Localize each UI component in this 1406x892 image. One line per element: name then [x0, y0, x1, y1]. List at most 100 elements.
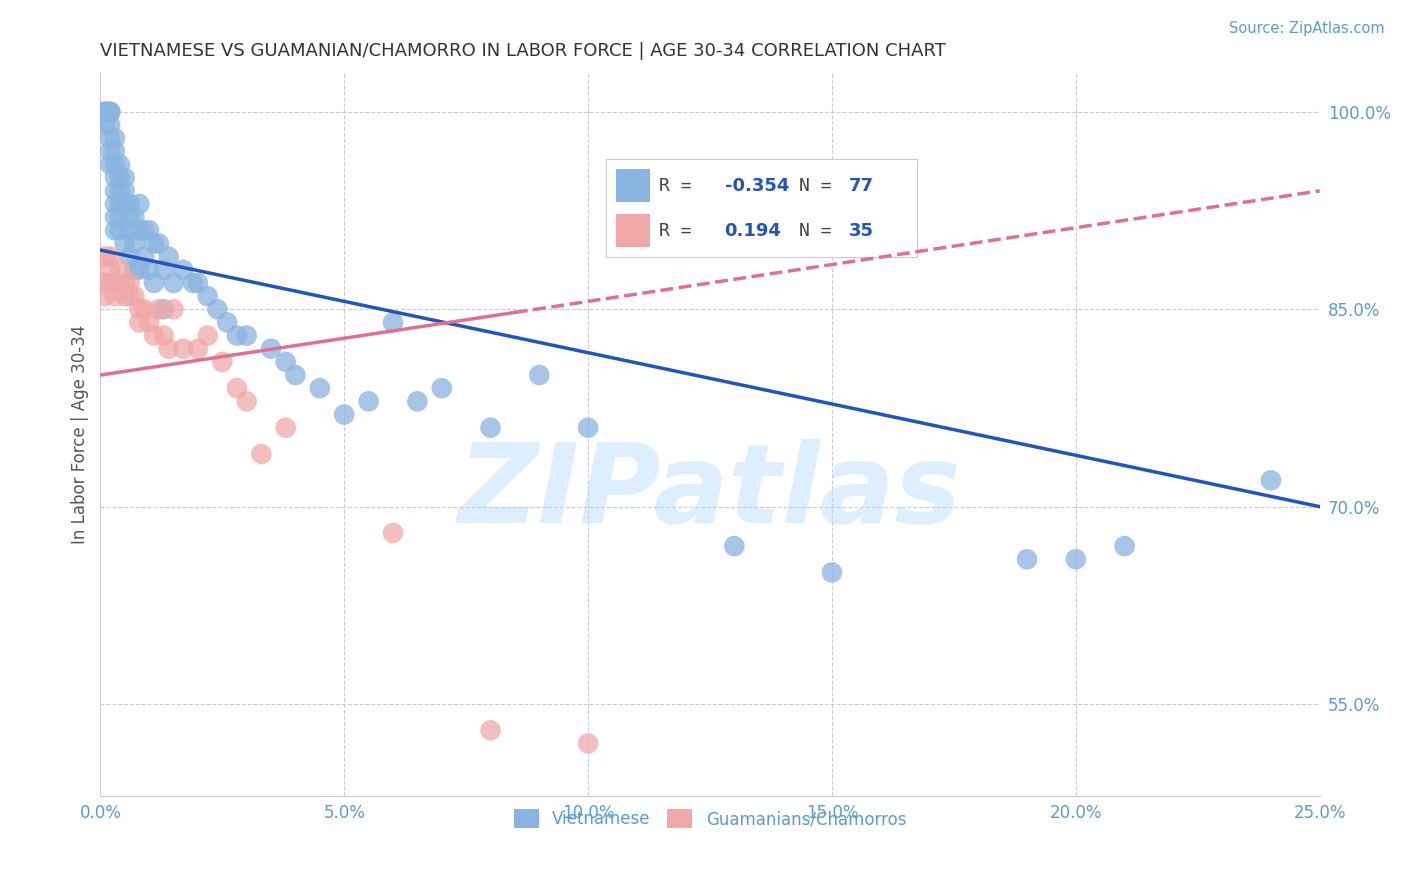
Point: [104, 131, 127, 145]
Point: [104, 145, 127, 159]
Point: [138, 315, 160, 329]
Point: [274, 420, 297, 434]
Point: [98, 276, 121, 290]
Point: [172, 342, 194, 356]
Point: [114, 289, 136, 303]
Point: [134, 223, 156, 237]
Point: [143, 276, 166, 290]
Point: [284, 368, 307, 382]
Point: [124, 289, 146, 303]
Point: [576, 736, 599, 750]
Point: [104, 157, 127, 171]
Point: [98, 145, 121, 159]
Point: [114, 184, 136, 198]
Point: [98, 157, 121, 171]
Point: [821, 566, 844, 580]
Point: [94, 104, 117, 119]
Point: [114, 197, 136, 211]
Point: [108, 223, 131, 237]
Point: [138, 262, 160, 277]
Text: VIETNAMESE VS GUAMANIAN/CHAMORRO IN LABOR FORCE | AGE 30-34 CORRELATION CHART: VIETNAMESE VS GUAMANIAN/CHAMORRO IN LABO…: [100, 42, 946, 60]
Point: [382, 315, 405, 329]
Point: [226, 328, 249, 343]
Point: [226, 381, 249, 395]
Point: [250, 447, 273, 461]
Point: [128, 262, 150, 277]
Point: [333, 408, 356, 422]
Point: [104, 223, 127, 237]
Point: [94, 276, 117, 290]
Point: [157, 342, 180, 356]
Point: [134, 302, 156, 317]
Point: [104, 184, 127, 198]
Point: [211, 355, 233, 369]
Point: [94, 104, 117, 119]
Point: [114, 276, 136, 290]
Point: [108, 262, 131, 277]
Point: [148, 236, 170, 251]
Y-axis label: In Labor Force | Age 30-34: In Labor Force | Age 30-34: [72, 325, 89, 544]
Point: [94, 118, 117, 132]
Point: [152, 328, 174, 343]
Point: [260, 342, 283, 356]
Point: [128, 315, 150, 329]
Point: [114, 236, 136, 251]
Point: [104, 210, 127, 224]
Point: [148, 302, 170, 317]
Point: [217, 315, 239, 329]
Point: [479, 723, 502, 738]
Point: [187, 276, 209, 290]
Point: [181, 276, 204, 290]
Point: [118, 223, 141, 237]
Point: [124, 236, 146, 251]
Point: [138, 223, 160, 237]
Point: [157, 250, 180, 264]
Point: [108, 210, 131, 224]
Point: [118, 250, 141, 264]
Point: [197, 289, 219, 303]
Point: [118, 289, 141, 303]
Point: [143, 328, 166, 343]
Point: [124, 210, 146, 224]
Point: [576, 420, 599, 434]
Point: [94, 104, 117, 119]
Point: [1260, 473, 1282, 487]
Point: [114, 170, 136, 185]
Point: [235, 328, 257, 343]
Point: [104, 197, 127, 211]
Point: [108, 197, 131, 211]
Point: [104, 289, 127, 303]
Point: [98, 104, 121, 119]
Point: [108, 170, 131, 185]
Point: [128, 223, 150, 237]
Point: [172, 262, 194, 277]
Point: [98, 104, 121, 119]
Point: [128, 302, 150, 317]
Point: [723, 539, 745, 553]
Point: [94, 104, 117, 119]
Point: [134, 250, 156, 264]
Point: [108, 157, 131, 171]
Point: [357, 394, 380, 409]
Text: Source: ZipAtlas.com: Source: ZipAtlas.com: [1229, 21, 1385, 36]
Point: [118, 210, 141, 224]
Point: [1015, 552, 1038, 566]
Point: [152, 302, 174, 317]
Point: [94, 250, 117, 264]
Point: [308, 381, 330, 395]
Point: [162, 276, 184, 290]
Point: [118, 276, 141, 290]
Point: [104, 276, 127, 290]
Point: [98, 262, 121, 277]
Point: [207, 302, 229, 317]
Point: [98, 118, 121, 132]
Point: [430, 381, 453, 395]
Point: [143, 236, 166, 251]
Text: ZIPatlas: ZIPatlas: [458, 439, 962, 546]
Point: [108, 184, 131, 198]
Point: [187, 342, 209, 356]
Point: [1114, 539, 1136, 553]
Point: [1064, 552, 1087, 566]
Point: [98, 250, 121, 264]
Point: [118, 197, 141, 211]
